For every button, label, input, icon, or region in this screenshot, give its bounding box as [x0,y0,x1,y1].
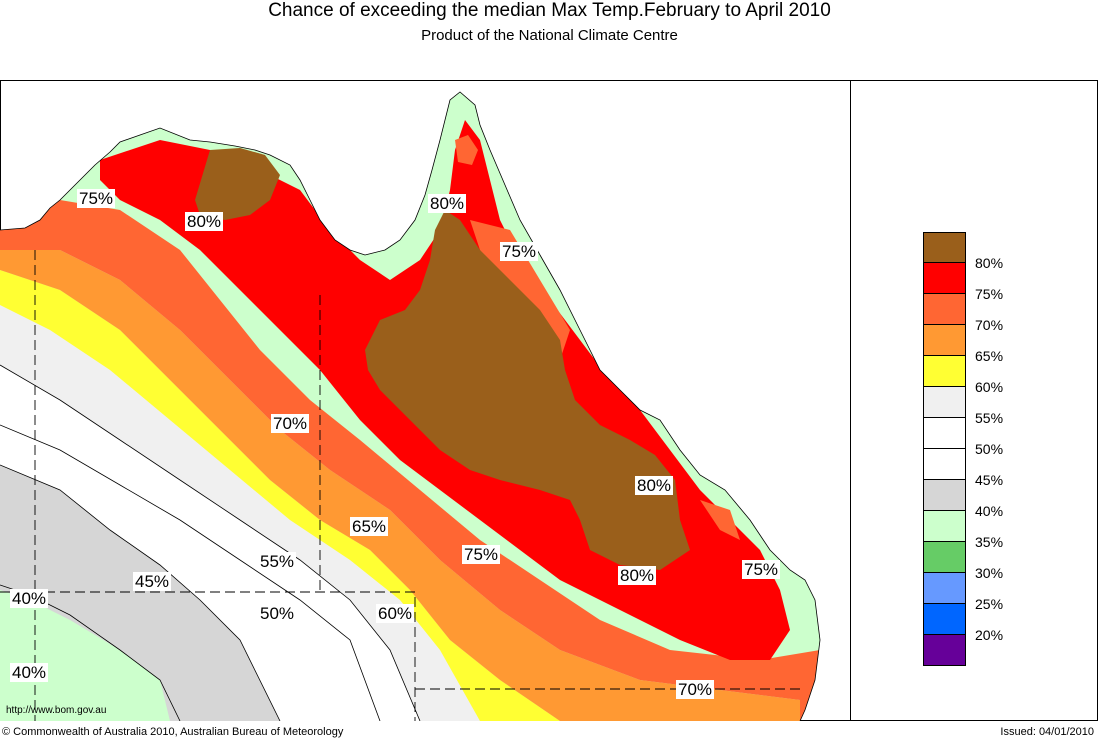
legend-swatch [923,325,966,356]
legend-label: 35% [975,534,1004,550]
issued-date: Issued: 04/01/2010 [1000,726,1094,738]
legend-swatch [923,449,966,480]
contour-label: 80% [618,566,657,585]
legend-label: 80% [975,255,1004,271]
contour-label: 55% [258,552,297,571]
contour-label: 75% [77,189,116,208]
contour-label: 80% [428,194,467,213]
contour-label: 45% [133,572,172,591]
legend-label: 75% [975,286,1004,302]
legend-label: 50% [975,441,1004,457]
contour-label: 75% [742,560,781,579]
legend-swatch [923,573,966,604]
legend-label: 70% [975,317,1004,333]
copyright-text: © Commonwealth of Australia 2010, Austra… [2,726,344,738]
legend-label: 55% [975,410,1004,426]
contour-label: 40% [10,663,49,682]
legend-label: 25% [975,596,1004,612]
contour-label: 80% [635,476,674,495]
legend-swatch [923,480,966,511]
legend-swatch [923,604,966,635]
legend-swatch [923,418,966,449]
map-subtitle: Product of the National Climate Centre [421,27,678,44]
panel-divider [850,80,851,721]
contour-label: 70% [676,680,715,699]
contour-label: 70% [271,414,310,433]
contour-label: 40% [10,589,49,608]
legend-label: 60% [975,379,1004,395]
legend-swatch [923,232,966,263]
contour-label: 80% [185,212,224,231]
legend-swatch [923,511,966,542]
legend-label: 40% [975,503,1004,519]
legend-label: 45% [975,472,1004,488]
legend-label: 20% [975,627,1004,643]
contour-label: 50% [258,604,297,623]
map-title: Chance of exceeding the median Max Temp.… [268,0,831,21]
legend-label: 65% [975,348,1004,364]
legend-swatch [923,387,966,418]
legend-label: 30% [975,565,1004,581]
legend [923,232,966,666]
probability-map [0,91,821,721]
legend-swatch [923,542,966,573]
legend-swatch [923,263,966,294]
legend-swatch [923,356,966,387]
contour-label: 65% [350,517,389,536]
legend-swatch [923,294,966,325]
source-url: http://www.bom.gov.au [6,705,107,716]
contour-label: 75% [500,242,539,261]
contour-label: 75% [462,545,501,564]
legend-swatch [923,635,966,666]
contour-label: 60% [376,604,415,623]
